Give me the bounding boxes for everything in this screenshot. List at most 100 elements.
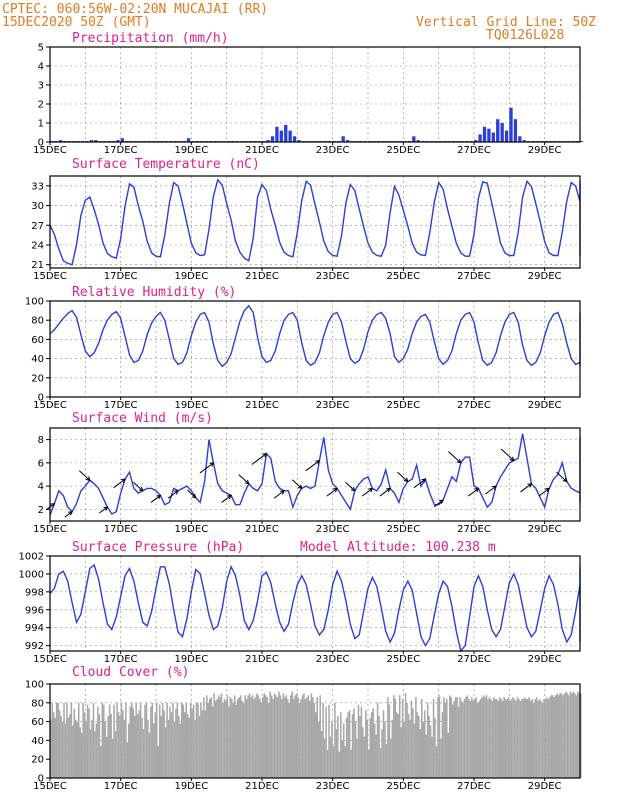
wind-arrowhead [527, 483, 533, 488]
bar [528, 697, 531, 778]
bar [476, 702, 479, 778]
panel-title: Cloud Cover (%) [72, 665, 189, 680]
wind-arrowhead [191, 493, 197, 499]
bar [209, 699, 211, 778]
bar [100, 746, 102, 778]
y-tick-label: 996 [25, 605, 44, 616]
wind-arrow [433, 499, 444, 508]
bar [72, 725, 74, 778]
bar [51, 702, 54, 778]
y-tick-label: 100 [25, 680, 44, 691]
bar [543, 699, 545, 778]
x-tick-label: 17DEC [104, 400, 138, 411]
bar [67, 717, 70, 778]
bar [354, 721, 357, 778]
wind-arrow [379, 488, 391, 497]
panel-frame [49, 427, 581, 522]
bar [220, 693, 223, 778]
bar [270, 695, 273, 778]
bar [266, 140, 270, 142]
bar [345, 717, 348, 778]
wind-arrow [467, 488, 479, 497]
wind-arrowhead [368, 487, 374, 493]
bar [77, 702, 80, 778]
wind-arrowhead [456, 458, 462, 464]
bar [401, 699, 404, 778]
panel-title: Relative Humidity (%) [72, 285, 236, 300]
wind-arrow [520, 483, 532, 493]
x-tick-label: 27DEC [457, 145, 491, 156]
bar [360, 706, 363, 778]
bar [454, 697, 457, 778]
bar [158, 704, 161, 778]
x-tick-label: 29DEC [528, 145, 562, 156]
bar [309, 700, 311, 778]
bar [373, 723, 376, 778]
bar [284, 697, 286, 778]
x-tick-label: 21DEC [245, 271, 279, 282]
bar [244, 695, 246, 778]
panels: Precipitation (mm/h) 0 1 2 3 4 5 15DEC 17DEC 19DE… [19, 31, 584, 792]
bar [356, 738, 358, 778]
bar [320, 731, 323, 778]
bar [89, 140, 94, 142]
bar [393, 695, 395, 778]
bar [516, 697, 519, 778]
bar [85, 721, 87, 778]
bar [538, 699, 541, 778]
bar [69, 714, 71, 778]
bar [496, 119, 500, 142]
series-line [49, 178, 581, 266]
bar [438, 695, 441, 778]
bar [248, 693, 251, 778]
bar [75, 719, 77, 778]
bar [108, 704, 111, 778]
bar [504, 699, 507, 778]
bar [350, 749, 352, 778]
wind-arrowhead [474, 487, 480, 493]
bar [201, 710, 204, 778]
bar [144, 704, 146, 778]
y-tick-label: 2 [38, 100, 44, 111]
bar [453, 700, 455, 778]
bar [232, 702, 235, 778]
bar [291, 691, 293, 778]
bar [282, 693, 285, 778]
bar [491, 700, 494, 778]
bar [186, 714, 189, 778]
x-tick-label: 17DEC [104, 781, 138, 792]
bar [186, 138, 191, 142]
bar [481, 697, 483, 778]
bar [509, 700, 511, 778]
bar [316, 697, 319, 778]
bar [211, 706, 214, 778]
bar [256, 693, 258, 778]
bar [474, 699, 476, 778]
bar [490, 699, 492, 778]
bar [235, 704, 238, 778]
wind-arrowhead [439, 499, 444, 504]
bar [217, 695, 220, 778]
bar [503, 697, 505, 778]
bar [451, 704, 454, 778]
bar [116, 140, 120, 142]
bar [397, 714, 399, 778]
wind-arrowhead [85, 476, 91, 481]
bar [554, 695, 557, 778]
bar [529, 700, 532, 778]
bar [306, 697, 308, 778]
bar [580, 693, 582, 778]
bar [513, 119, 518, 142]
wind-arrow [485, 485, 497, 495]
bar [125, 702, 127, 778]
bar [496, 699, 498, 778]
bar [86, 704, 89, 778]
bar [139, 702, 142, 778]
bar [376, 702, 379, 778]
panel-frame [49, 555, 581, 652]
bar [351, 714, 354, 778]
wind-arrowhead [562, 477, 568, 483]
bar [443, 697, 445, 778]
x-tick-label: 19DEC [174, 400, 208, 411]
bar [363, 736, 366, 778]
